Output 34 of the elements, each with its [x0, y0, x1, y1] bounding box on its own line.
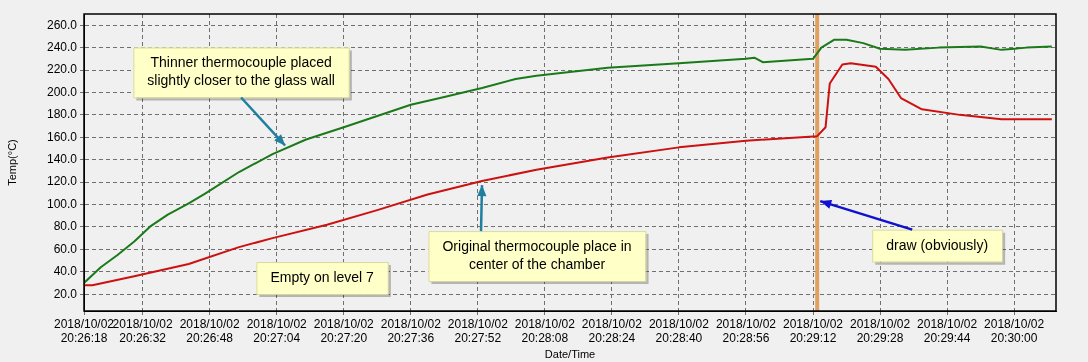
x-axis-title: Date/Time — [544, 348, 596, 361]
y-tick-label: 240.0 — [46, 39, 78, 54]
x-tick-label: 2018/10/02 20:28:08 — [514, 316, 576, 345]
x-tick-label: 2018/10/02 20:27:04 — [246, 316, 308, 345]
ref-line-label: draw (obviously) — [886, 236, 989, 253]
y-tick-label: 80.0 — [53, 219, 78, 234]
x-tick-label: 2018/10/02 20:30:00 — [984, 316, 1045, 345]
x-tick-label: 2018/10/02 20:29:28 — [850, 316, 911, 345]
y-tick-label: 20.0 — [53, 286, 78, 301]
x-tick-label: 2018/10/02 20:29:44 — [917, 316, 978, 345]
x-tick-label: 2018/10/02 20:26:18 — [53, 316, 115, 345]
y-tick-label: 260.0 — [46, 17, 78, 32]
x-tick-label: 2018/10/02 20:26:48 — [179, 316, 241, 345]
y-tick-label: 100.0 — [46, 196, 78, 211]
x-tick-label: 2018/10/02 20:29:12 — [782, 316, 844, 345]
x-tick-label: 2018/10/02 20:27:52 — [447, 316, 509, 345]
y-tick-label: 160.0 — [46, 129, 78, 144]
y-tick-label: 140.0 — [46, 152, 78, 167]
y-tick-label: 200.0 — [46, 84, 78, 99]
x-tick-label: 2018/10/02 20:26:32 — [112, 316, 174, 345]
y-axis-title: Temp(°C) — [5, 139, 18, 186]
y-tick-label: 60.0 — [53, 241, 78, 256]
annotation: Thinner thermocouple placed slightly closer to the glass wall — [147, 54, 335, 89]
x-tick-label: 2018/10/02 20:27:20 — [313, 316, 375, 345]
y-tick-label: 120.0 — [46, 174, 78, 189]
x-tick-label: 2018/10/02 20:28:56 — [715, 316, 777, 345]
y-tick-label: 180.0 — [46, 107, 78, 122]
y-tick-label: 40.0 — [53, 264, 78, 279]
x-tick-label: 2018/10/02 20:28:24 — [581, 316, 643, 345]
annotation: Empty on level 7 — [270, 268, 375, 285]
annotation: Original thermocouple place in center of the chamber — [442, 237, 632, 272]
x-tick-label: 2018/10/02 20:27:36 — [380, 316, 442, 345]
y-tick-label: 220.0 — [46, 62, 78, 77]
x-tick-label: 2018/10/02 20:28:40 — [648, 316, 710, 345]
